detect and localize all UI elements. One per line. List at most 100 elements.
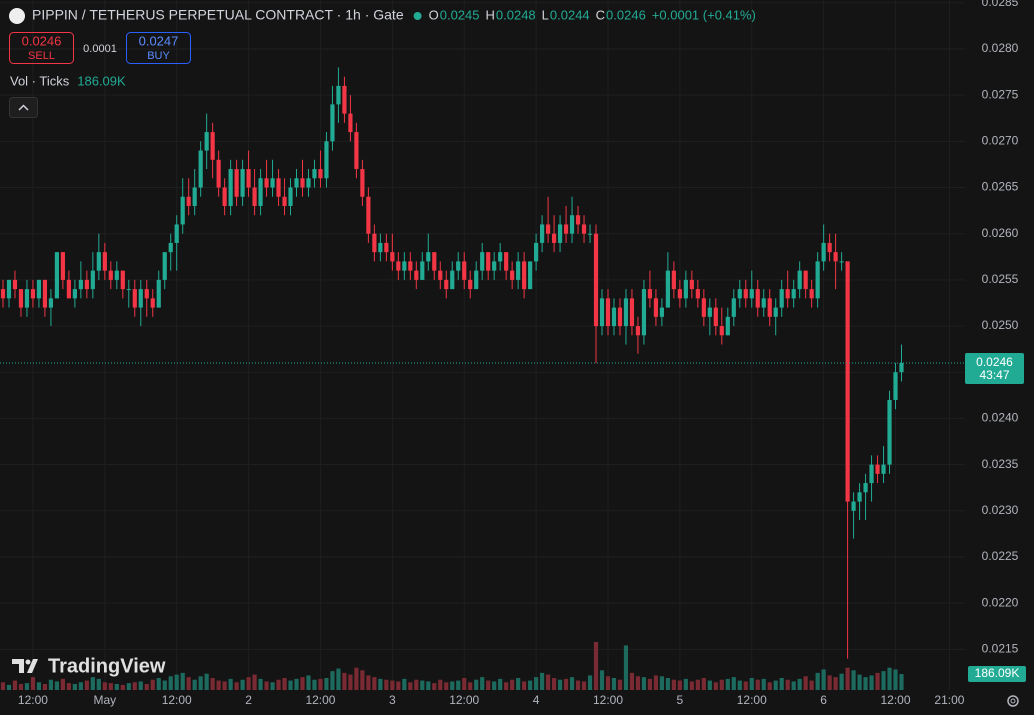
x-tick-label: 2 (245, 693, 252, 707)
candle-body (557, 224, 563, 243)
watermark-logo (12, 659, 38, 673)
candle-body (186, 196, 191, 206)
volume-bar (432, 683, 437, 690)
candle-body (731, 298, 736, 317)
watermark: TradingView (48, 655, 166, 677)
candles (0, 67, 904, 659)
volume-bar (144, 684, 149, 690)
candle-body (635, 326, 641, 336)
candle-body (174, 224, 179, 243)
y-tick-label: 0.0280 (982, 41, 1019, 55)
ohlc-key: H (486, 7, 495, 22)
candle-body (294, 178, 299, 188)
y-tick-label: 0.0220 (982, 595, 1019, 609)
candle-body (869, 464, 874, 484)
volume-bar (354, 667, 359, 690)
volume-bar (557, 679, 563, 690)
volume-bar (420, 680, 425, 690)
volume-bar (456, 680, 461, 690)
candle-body (282, 196, 287, 206)
watermark-logo-dot (25, 659, 31, 665)
candle-body (821, 242, 826, 262)
candle-body (563, 224, 569, 234)
volume-bar (336, 668, 341, 690)
volume-bar (6, 684, 12, 690)
volume-bar (276, 679, 281, 690)
volume-bar (635, 676, 641, 690)
x-tick-label: 12:00 (880, 693, 910, 707)
x-tick-label: 5 (677, 693, 684, 707)
y-tick-label: 0.0285 (982, 0, 1019, 9)
volume-bar (156, 678, 161, 690)
volume-bar (360, 670, 365, 690)
candle-body (863, 483, 868, 493)
ohlc-legend: O 0.0245 H 0.0248 L 0.0244 C 0.0246 +0.0001 (+0.… (429, 7, 756, 22)
candle-body (330, 104, 335, 142)
candle-body (671, 270, 676, 290)
candle-body (605, 298, 611, 327)
volume-bar (863, 677, 868, 690)
volume-bar (833, 677, 838, 690)
volume-bar (767, 682, 772, 690)
candle-body (300, 178, 305, 188)
candle-body (719, 326, 724, 336)
volume-bar (522, 681, 527, 690)
candle-body (785, 289, 790, 299)
volume-bar (809, 680, 814, 690)
x-tick-label: 12:00 (593, 693, 623, 707)
volume-bar (36, 682, 42, 690)
candle-body (114, 270, 119, 280)
volume-bar (689, 681, 694, 690)
candle-body (312, 169, 317, 179)
candle-body (198, 150, 203, 188)
candle-body (336, 85, 341, 105)
volume-bar (84, 680, 89, 690)
symbol-logo (9, 8, 25, 24)
buy-button[interactable] (126, 32, 191, 64)
candle-body (66, 279, 71, 299)
candle-body (887, 399, 892, 465)
candle-body (276, 178, 281, 197)
volume-bar (779, 678, 784, 690)
candle-body (474, 270, 479, 290)
volume-bar (192, 679, 197, 690)
y-tick-label: 0.0215 (982, 642, 1019, 656)
volume-bar (737, 680, 742, 690)
candle-body (270, 178, 275, 188)
volume-bar (707, 680, 712, 690)
candle-body (510, 270, 515, 280)
volume-bar (815, 672, 820, 690)
candle-body (234, 169, 239, 197)
volume-bar (504, 682, 509, 690)
volume-bar (480, 677, 485, 690)
countdown: 43:47 (979, 368, 1009, 382)
candle-body (587, 233, 593, 235)
candle-body (492, 261, 497, 271)
volume-bar (545, 674, 551, 690)
sell-button[interactable] (9, 32, 74, 64)
candle-body (737, 289, 742, 299)
candle-body (456, 261, 461, 271)
volume-bar (54, 681, 60, 690)
candle-body (204, 132, 209, 151)
volume-bar (330, 671, 335, 690)
volume-bar (605, 676, 611, 690)
ohlc-key: C (596, 7, 605, 22)
candle-body (581, 224, 587, 234)
collapse-button[interactable] (9, 97, 38, 118)
volume-bar (575, 680, 581, 690)
candle-body (216, 159, 221, 188)
settings-button[interactable] (1007, 695, 1019, 707)
candle-body (893, 372, 898, 400)
volume-bar (60, 678, 65, 690)
candle-body (773, 307, 778, 317)
volume-bar (725, 678, 730, 690)
volume-bar (683, 678, 688, 690)
candle-body (851, 501, 856, 511)
last-price-box (965, 353, 1024, 385)
volume-bar (24, 683, 30, 690)
volume-bar (228, 678, 233, 690)
candle-body (707, 307, 712, 317)
